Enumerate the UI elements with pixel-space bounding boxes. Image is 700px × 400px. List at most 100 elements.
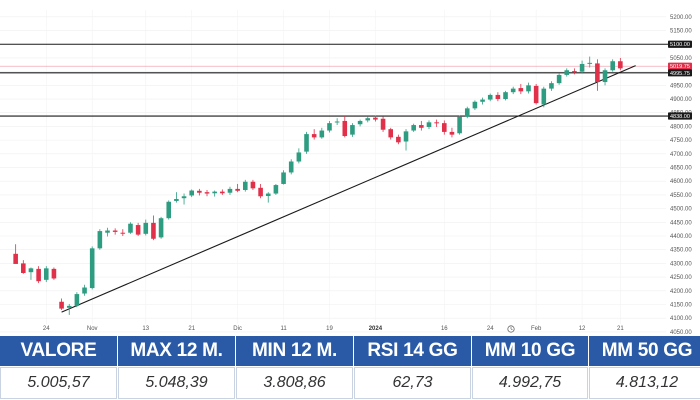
y-tick-label: 4150.00 <box>670 302 692 308</box>
y-tick-label: 4400.00 <box>670 234 692 240</box>
candle-body <box>434 122 439 124</box>
candle-body <box>426 122 432 127</box>
candle-body <box>503 92 508 100</box>
candle-body <box>13 253 18 264</box>
stat-mm-50: MM 50 GG 4.813,12 <box>589 336 700 400</box>
x-tick-label: 21 <box>188 326 195 332</box>
candle-body <box>21 263 26 273</box>
stat-header: MM 50 GG <box>589 336 700 366</box>
trendline-layer <box>61 65 636 313</box>
candle-body <box>227 188 233 193</box>
candle-body <box>143 222 149 234</box>
y-tick-label: 4950.00 <box>670 83 692 89</box>
candle-body <box>97 231 103 249</box>
x-tick-label: 11 <box>280 326 287 332</box>
candle-body <box>610 61 615 71</box>
candle-body <box>51 268 57 279</box>
candlestick-chart: 5200.005150.005100.005050.005000.004950.… <box>0 10 692 336</box>
level-tag <box>668 62 692 70</box>
candle-body <box>487 94 493 100</box>
candle-body <box>128 223 133 233</box>
candle-body <box>82 287 87 294</box>
candle-body <box>265 193 271 197</box>
y-tick-label: 4750.00 <box>670 138 692 144</box>
candle-body <box>334 121 340 123</box>
stat-value: 5.005,57 <box>0 367 117 399</box>
candle-body <box>549 83 554 89</box>
candle-body <box>342 120 348 137</box>
x-axis: 24 Nov 13 21 Dic 11 19 2024 16 24 Feb 12 21 <box>43 326 624 332</box>
candle-body <box>189 190 194 196</box>
candle-body <box>602 70 608 83</box>
y-tick-label: 4500.00 <box>670 207 692 213</box>
y-tick-label: 4200.00 <box>670 289 692 295</box>
candle-body <box>572 71 577 73</box>
candle-body <box>457 116 462 134</box>
stat-value: 4.813,12 <box>589 367 700 399</box>
stat-header: MM 10 GG <box>472 336 588 366</box>
stat-min-12m: MIN 12 M. 3.808,86 <box>236 336 353 400</box>
x-tick-label: 24 <box>43 326 50 332</box>
candle-body <box>197 190 202 193</box>
candle-body <box>288 161 294 173</box>
candle-body <box>618 61 623 69</box>
x-tick-label: Nov <box>87 326 98 332</box>
candle-body <box>120 232 126 234</box>
candle-body <box>105 230 110 233</box>
candle-body <box>350 125 355 135</box>
candle-body <box>112 230 118 232</box>
clock-icon[interactable] <box>507 325 515 333</box>
stat-value: 5.048,39 <box>118 367 235 399</box>
trendline <box>61 65 636 313</box>
candle-body <box>365 118 371 121</box>
x-tick-label: 13 <box>142 326 149 332</box>
stat-value: 4.992,75 <box>472 367 588 399</box>
candle-body <box>258 187 263 197</box>
candle-body <box>533 85 539 104</box>
y-tick-label: 5200.00 <box>670 15 692 21</box>
y-tick-label: 4250.00 <box>670 275 692 281</box>
y-tick-label: 5150.00 <box>670 29 692 35</box>
candle-body <box>319 130 325 138</box>
level-label: 4995.75 <box>670 71 690 77</box>
candle-body <box>403 131 409 142</box>
stats-table: VALORE 5.005,57 MAX 12 M. 5.048,39 MIN 1… <box>0 336 700 400</box>
x-tick-label: 24 <box>487 326 494 332</box>
candle-body <box>296 152 302 162</box>
stat-max-12m: MAX 12 M. 5.048,39 <box>118 336 235 400</box>
x-tick-label: 12 <box>579 326 586 332</box>
candle-body <box>327 123 332 131</box>
candle-body <box>250 181 256 189</box>
candle-body <box>242 181 248 190</box>
y-tick-label: 4700.00 <box>670 152 692 158</box>
stat-header: MIN 12 M. <box>236 336 353 366</box>
candle-body <box>442 123 447 132</box>
candle-body <box>495 94 501 100</box>
y-tick-label: 4100.00 <box>670 316 692 322</box>
candle-body <box>449 131 455 135</box>
y-tick-label: 5050.00 <box>670 56 692 62</box>
stat-value: 3.808,86 <box>236 367 353 399</box>
x-tick-label: Feb <box>531 326 542 332</box>
x-tick-label: Dic <box>233 326 242 332</box>
candle-body <box>579 63 585 72</box>
y-tick-label: 4450.00 <box>670 220 692 226</box>
stat-header: VALORE <box>0 336 117 366</box>
stat-header: MAX 12 M. <box>118 336 235 366</box>
candle-body <box>59 301 64 309</box>
candle-body <box>464 108 470 117</box>
candle-body <box>472 101 478 109</box>
y-tick-label: 4300.00 <box>670 261 692 267</box>
candle-body <box>166 201 172 219</box>
candle-body <box>419 125 424 128</box>
y-tick-label: 4650.00 <box>670 166 692 172</box>
candle-body <box>311 134 317 138</box>
candle-body <box>411 125 416 131</box>
candles-layer <box>13 56 623 315</box>
candle-body <box>541 88 547 105</box>
y-tick-label: 4050.00 <box>670 330 692 336</box>
candle-body <box>388 129 394 138</box>
candle-body <box>28 268 34 273</box>
candle-body <box>212 191 217 194</box>
